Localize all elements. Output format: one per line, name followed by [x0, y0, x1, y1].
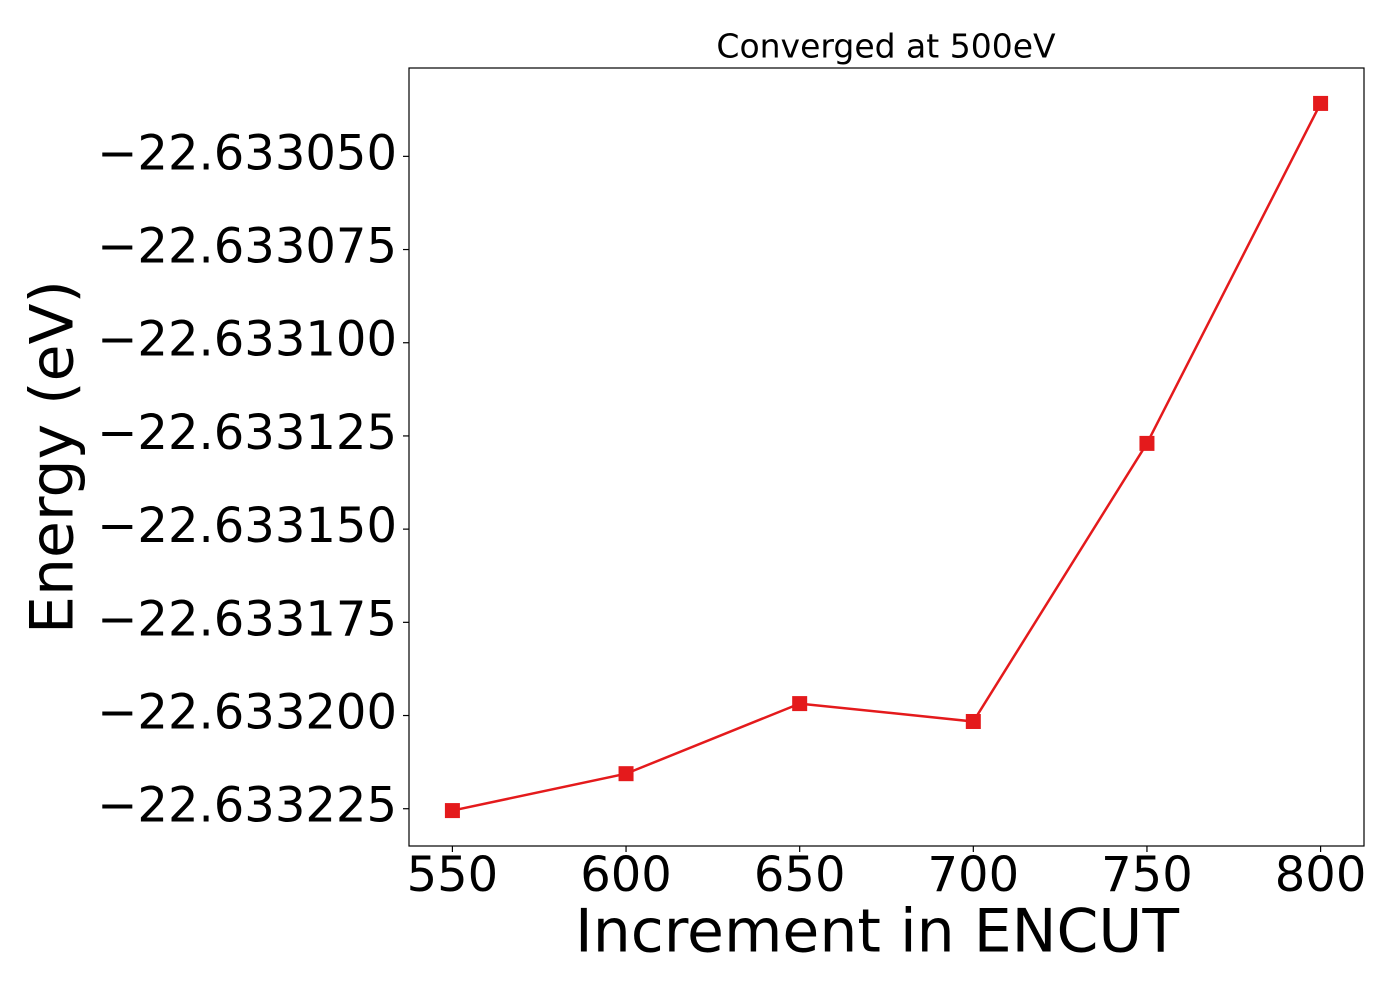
x-tick-label: 550 [407, 847, 499, 903]
marker [618, 766, 634, 782]
x-tick-label: 650 [754, 847, 846, 903]
marker [792, 696, 808, 712]
y-tick-label: −22.633125 [97, 405, 397, 461]
x-tick-label: 800 [1275, 847, 1367, 903]
x-tick-label: 750 [1101, 847, 1193, 903]
y-tick-label: −22.633200 [97, 685, 397, 741]
y-tick-label: −22.633050 [97, 125, 397, 181]
marker [444, 803, 460, 819]
series-line [452, 102, 1322, 812]
y-tick-label: −22.633075 [97, 219, 397, 275]
chart-title: Converged at 500eV [716, 27, 1056, 66]
y-tick-label: −22.633150 [97, 498, 397, 554]
marker [965, 713, 981, 729]
marker [1313, 95, 1329, 111]
x-tick-label: 700 [928, 847, 1020, 903]
x-tick-label: 600 [580, 847, 672, 903]
plot-frame [408, 67, 1365, 847]
y-tick-label: −22.633100 [97, 312, 397, 368]
y-tick-label: −22.633175 [97, 591, 397, 647]
y-axis-label: Energy (eV) [18, 280, 88, 634]
marker [1139, 435, 1155, 451]
x-axis-label: Increment in ENCUT [575, 897, 1179, 967]
y-tick-label: −22.633225 [97, 778, 397, 834]
